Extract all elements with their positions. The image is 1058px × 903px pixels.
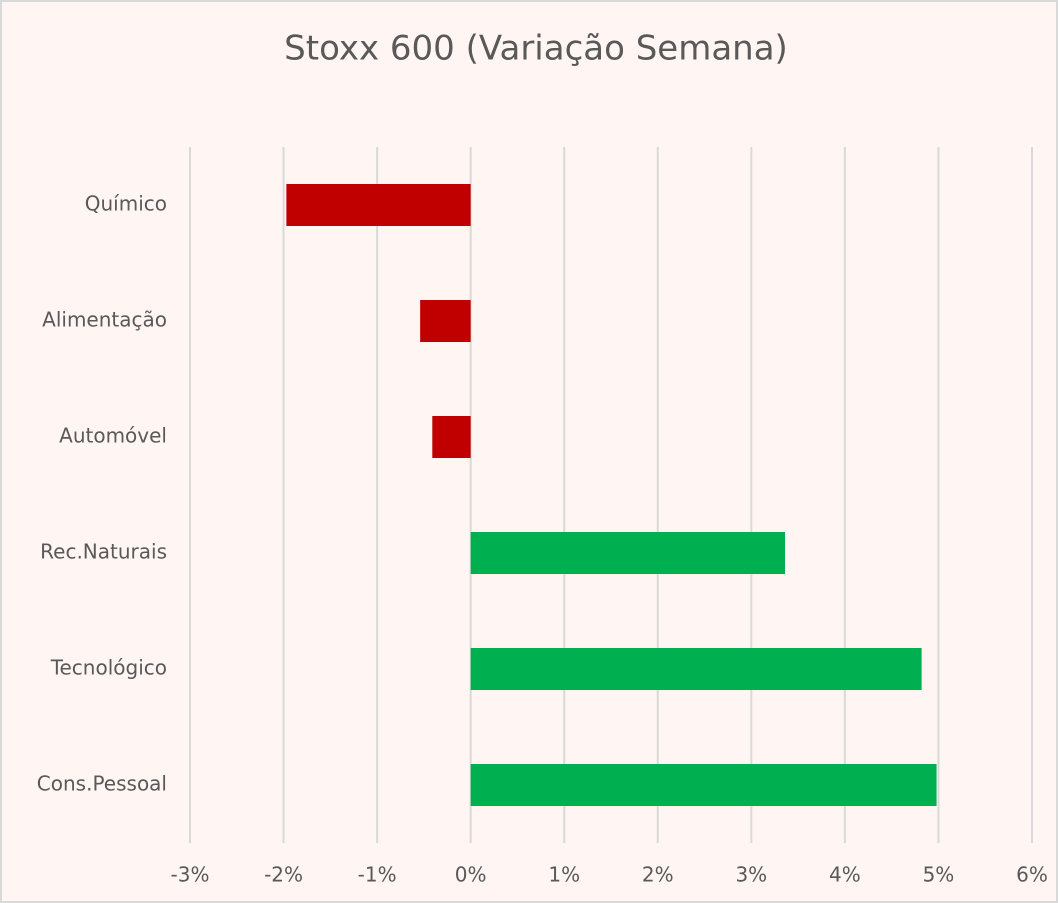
x-tick-label: 6%: [1016, 863, 1048, 887]
bar: [286, 184, 471, 226]
chart-title: Stoxx 600 (Variação Semana): [284, 29, 788, 69]
x-tick-label: 3%: [735, 863, 767, 887]
bar: [470, 764, 937, 806]
y-tick-label: Alimentação: [42, 308, 167, 332]
y-tick-label: Cons.Pessoal: [37, 772, 167, 796]
y-tick-label: Químico: [85, 192, 167, 216]
bar: [432, 416, 471, 458]
bar: [420, 300, 471, 342]
x-tick-label: 4%: [829, 863, 861, 887]
x-tick-label: -3%: [171, 863, 210, 887]
x-tick-label: -1%: [358, 863, 397, 887]
x-tick-label: 2%: [642, 863, 674, 887]
bar: [470, 532, 786, 574]
x-tick-label: 1%: [548, 863, 580, 887]
x-tick-label: 0%: [455, 863, 487, 887]
y-tick-label: Tecnológico: [50, 656, 167, 680]
x-tick-label: -2%: [264, 863, 303, 887]
y-tick-label: Automóvel: [59, 424, 167, 448]
bar: [470, 648, 922, 690]
y-tick-label: Rec.Naturais: [40, 540, 167, 564]
x-tick-label: 5%: [923, 863, 955, 887]
